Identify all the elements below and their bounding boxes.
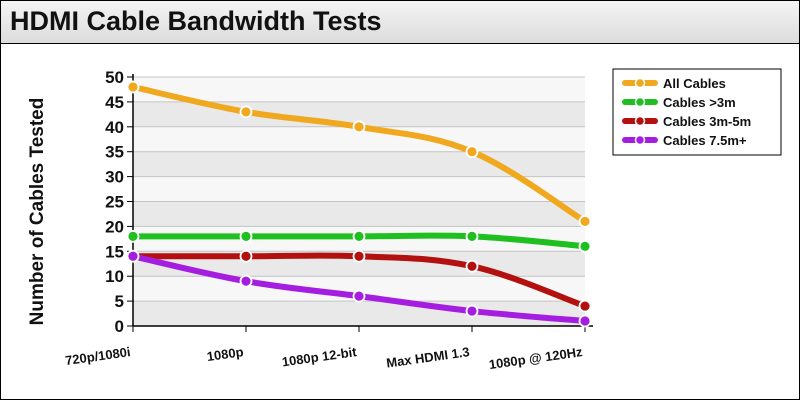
line-chart: 0 5 10 15 20 25 30 35 40 45 50 720p/1080i 1080p 1080p… <box>27 68 782 372</box>
legend-swatch-marker <box>634 77 646 89</box>
data-point <box>578 299 592 313</box>
series-2 <box>126 229 592 253</box>
series-lines <box>126 80 592 328</box>
legend-item: Cables 3m-5m <box>622 114 751 129</box>
title-bar: HDMI Cable Bandwidth Tests <box>1 1 799 44</box>
legend-swatch-marker <box>634 115 646 127</box>
legend-item: Cables 7.5m+ <box>622 133 747 148</box>
series-4 <box>126 249 592 328</box>
legend-item: All Cables <box>622 76 726 91</box>
data-point <box>465 304 479 318</box>
data-point <box>465 259 479 273</box>
data-point <box>465 229 479 243</box>
y-tick-label: 10 <box>105 267 124 286</box>
data-point <box>126 229 140 243</box>
y-axis-title: Number of Cables Tested <box>27 98 48 326</box>
x-tick-label: 1080p @ 120Hz <box>488 344 584 372</box>
legend-item: Cables >3m <box>622 95 736 110</box>
y-tick-label: 40 <box>105 118 124 137</box>
y-tick-label: 30 <box>105 168 124 187</box>
data-point <box>578 314 592 328</box>
y-tick-label: 50 <box>105 68 124 87</box>
x-tick-label: 1080p 12-bit <box>281 344 358 369</box>
legend-label: All Cables <box>663 76 726 91</box>
legend: All Cables Cables >3m Cables 3m-5m Cables 7… <box>612 68 782 156</box>
data-point <box>352 249 366 263</box>
data-point <box>239 229 253 243</box>
y-tick-label: 0 <box>115 317 124 336</box>
legend-label: Cables 7.5m+ <box>663 133 747 148</box>
data-point <box>126 249 140 263</box>
data-point <box>239 105 253 119</box>
y-tick-label: 5 <box>115 292 124 311</box>
x-tick-label: 720p/1080i <box>64 344 131 368</box>
y-tick-label: 35 <box>105 143 124 162</box>
y-tick-label: 45 <box>105 93 124 112</box>
chart-title: HDMI Cable Bandwidth Tests <box>10 6 382 36</box>
x-tick-label: 1080p <box>206 344 245 364</box>
legend-swatch-marker <box>634 96 646 108</box>
x-tick-label: Max HDMI 1.3 <box>385 344 470 371</box>
data-point <box>126 80 140 94</box>
data-point <box>578 215 592 228</box>
grid-band <box>133 77 585 102</box>
data-point <box>239 249 253 263</box>
data-point <box>465 145 479 159</box>
grid-band <box>133 176 585 202</box>
data-point <box>352 289 366 303</box>
data-point <box>352 120 366 134</box>
grid <box>133 76 585 327</box>
y-tick-label: 20 <box>105 217 124 236</box>
y-tick-label: 15 <box>105 242 124 261</box>
legend-label: Cables 3m-5m <box>663 114 751 129</box>
data-point <box>578 239 592 253</box>
y-tick-label: 25 <box>105 193 124 212</box>
legend-label: Cables >3m <box>663 95 736 110</box>
legend-swatch-marker <box>634 134 646 146</box>
series-3 <box>126 249 592 313</box>
series-1 <box>126 80 592 228</box>
grid-band <box>133 201 585 227</box>
data-point <box>239 274 253 288</box>
data-point <box>352 229 366 243</box>
